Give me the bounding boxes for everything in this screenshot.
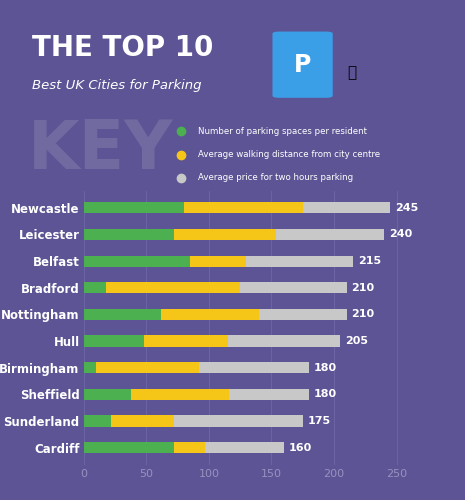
Text: 210: 210 [352,310,375,320]
Bar [111,416,174,426]
Bar [277,229,384,240]
Text: 245: 245 [395,203,418,213]
Bar [84,309,161,320]
Bar [84,389,131,400]
Bar [84,416,111,426]
Bar [205,442,284,454]
Bar [84,256,190,266]
Bar [96,362,199,374]
Text: 🚗: 🚗 [348,66,357,80]
Bar [303,202,391,213]
Bar [144,336,228,346]
Bar [174,416,303,426]
Bar [184,202,303,213]
Bar [84,336,144,346]
Bar [174,229,277,240]
Text: Average walking distance from city centre: Average walking distance from city centr… [198,150,380,159]
Bar [228,336,340,346]
Bar [240,282,346,294]
Bar [199,362,309,374]
Bar [84,442,174,454]
Text: 240: 240 [389,230,412,239]
Text: Best UK Cities for Parking: Best UK Cities for Parking [32,79,201,92]
Bar [174,442,205,454]
FancyBboxPatch shape [272,32,332,98]
Text: 205: 205 [345,336,368,346]
Text: Number of parking spaces per resident: Number of parking spaces per resident [198,127,366,136]
Bar [84,202,184,213]
Bar [106,282,240,294]
Text: 180: 180 [314,362,337,372]
Bar [131,389,229,400]
Bar [259,309,346,320]
Bar [84,282,106,294]
Text: Average price for two hours parking: Average price for two hours parking [198,173,353,182]
Bar [84,362,96,374]
Bar [246,256,353,266]
Text: 210: 210 [352,283,375,293]
Text: KEY: KEY [28,117,174,183]
Bar [161,309,259,320]
Bar [84,229,174,240]
Bar [229,389,309,400]
Text: P: P [294,52,311,76]
Text: 180: 180 [314,390,337,400]
Bar [190,256,246,266]
Text: 175: 175 [308,416,331,426]
Text: THE TOP 10: THE TOP 10 [32,34,213,62]
Text: 160: 160 [289,442,312,452]
Text: 215: 215 [358,256,381,266]
